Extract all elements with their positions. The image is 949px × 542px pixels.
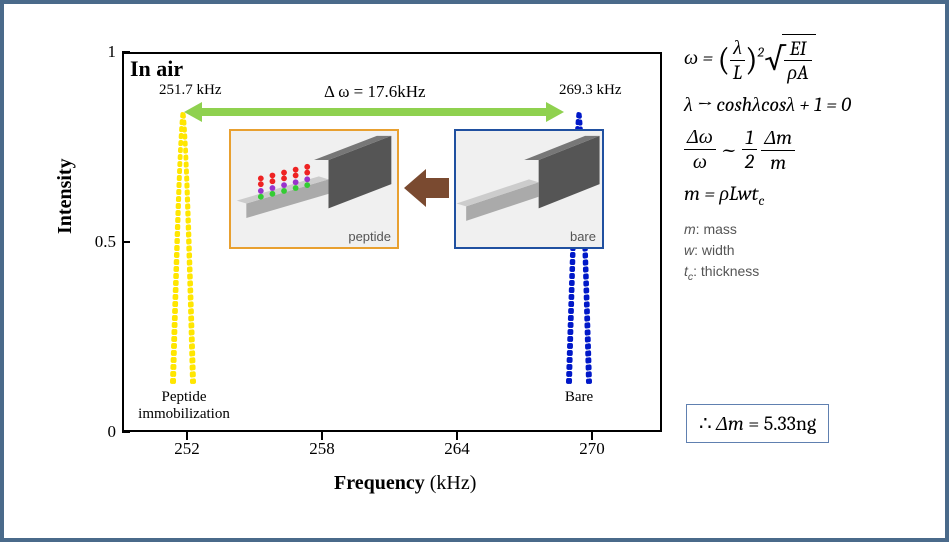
result-value: = 5.33ng (748, 412, 816, 435)
equations-panel: ω = (λL)2 EIρA λ → coshλcosλ + 1 = 0 Δωω… (684, 34, 924, 286)
eq1-num: λ (730, 36, 745, 61)
eq1-sqrt-num: EI (784, 37, 811, 61)
peptide-inset-label: peptide (348, 229, 391, 244)
y-axis-label: Intensity (54, 158, 77, 234)
xtick-mark (591, 432, 593, 440)
eq1-exp: 2 (758, 44, 764, 61)
x-axis-unit: (kHz) (430, 472, 477, 494)
eq4-sub: c (758, 192, 764, 209)
ytick-mark (122, 241, 130, 243)
bare-inset-label: bare (570, 229, 596, 244)
variable-definitions: m: mass w: width tc: thickness (684, 219, 924, 286)
result-box: ∴ Δm = 5.33ng (686, 404, 829, 443)
chart-title: In air (130, 56, 183, 82)
ytick-0: 0 (86, 422, 116, 442)
eq3-half-den: 2 (742, 150, 757, 173)
eq-lambda: λ → coshλcosλ + 1 = 0 (684, 93, 924, 117)
ytick-2: 1 (86, 42, 116, 62)
def-w: width (702, 242, 735, 258)
resonance-chart: In air Intensity Frequency (kHz) 0 0.5 1… (54, 34, 684, 504)
eq3-lhs-num: Δω (684, 125, 716, 150)
eq-ratio: Δωω ~ 12 Δmm (684, 125, 924, 174)
eq3-half-num: 1 (742, 126, 757, 150)
bare-freq-label: 269.3 kHz (559, 82, 622, 99)
result-therefore: ∴ (699, 412, 712, 435)
eq3-lhs-den: ω (684, 150, 716, 174)
xtick-3: 270 (572, 439, 612, 459)
xtick-1: 258 (302, 439, 342, 459)
def-tc: thickness (701, 263, 759, 279)
xtick-mark (456, 432, 458, 440)
eq1-den: L (730, 61, 745, 84)
xtick-0: 252 (167, 439, 207, 459)
ytick-mark (122, 51, 130, 53)
eq3-dm-den: m (761, 151, 795, 174)
peptide-peak-label: Peptideimmobilization (134, 389, 234, 423)
xtick-mark (186, 432, 188, 440)
eq1-sqrt-den: ρA (784, 61, 811, 85)
ytick-mark (122, 431, 130, 433)
frequency-shift-arrow (184, 102, 564, 122)
transition-arrow-icon (404, 169, 449, 207)
eq4-body: m = ρLwt (684, 182, 758, 205)
peptide-freq-label: 251.7 kHz (159, 82, 222, 99)
eq1-lhs: ω = (684, 46, 713, 69)
xtick-2: 264 (437, 439, 477, 459)
eq-mass: m = ρLwtc (684, 182, 924, 209)
xtick-mark (321, 432, 323, 440)
bare-peak-label: Bare (554, 389, 604, 406)
eq-omega: ω = (λL)2 EIρA (684, 34, 924, 85)
eq3-dm-num: Δm (761, 126, 795, 151)
peptide-inset: peptide (229, 129, 399, 249)
frequency-shift-label: Δ ω = 17.6kHz (324, 82, 426, 102)
x-axis-label-text: Frequency (334, 472, 425, 494)
x-axis-label: Frequency (kHz) (334, 472, 476, 495)
bare-inset: bare (454, 129, 604, 249)
ytick-1: 0.5 (86, 232, 116, 252)
def-m: mass (703, 221, 736, 237)
eq3-tilde: ~ (720, 136, 737, 164)
